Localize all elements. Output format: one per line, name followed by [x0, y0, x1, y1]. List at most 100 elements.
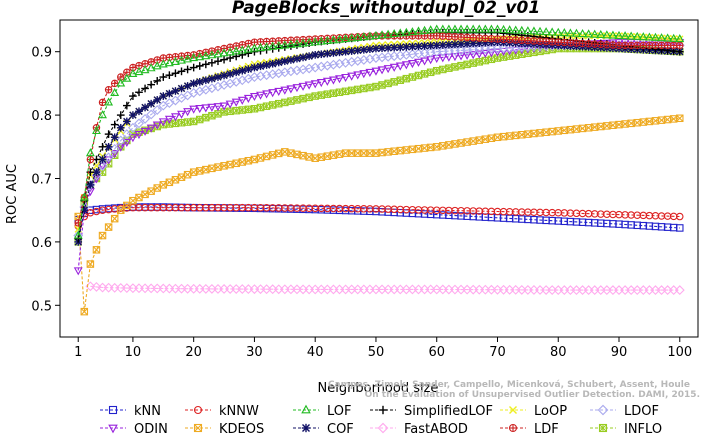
data-point [110, 87, 120, 97]
data-point [463, 33, 471, 42]
data-point [486, 49, 496, 58]
data-point [127, 122, 138, 133]
legend-item-odin: ODIN [100, 422, 168, 434]
data-point [153, 77, 162, 85]
data-point [468, 51, 478, 60]
legend-label: SimplifiedLOF [404, 404, 493, 419]
data-point [396, 146, 405, 155]
data-point [457, 33, 465, 41]
data-point [518, 36, 526, 45]
data-point [134, 131, 144, 140]
x-tick-label: 30 [246, 345, 263, 360]
data-point [518, 131, 526, 139]
watermark-authors: Campos, Zimek, Sander, Campello, Micenko… [328, 380, 690, 390]
y-tick-label: 0.8 [31, 109, 52, 124]
x-tick-label: 80 [550, 345, 567, 360]
data-point [322, 77, 332, 86]
series-line [77, 35, 680, 230]
data-point [159, 181, 168, 189]
data-point [469, 34, 477, 42]
data-point [523, 26, 533, 35]
data-point [183, 82, 192, 90]
data-point [171, 87, 180, 95]
data-point [420, 57, 430, 66]
data-point [486, 24, 496, 33]
data-point [511, 131, 520, 140]
data-point [115, 135, 126, 146]
data-point [572, 39, 581, 47]
data-point [201, 51, 211, 60]
data-point [213, 103, 223, 112]
data-point [353, 46, 362, 55]
data-point [536, 37, 544, 45]
data-point [287, 97, 295, 105]
data-point [79, 192, 89, 201]
data-point [566, 39, 575, 47]
data-point [189, 79, 198, 88]
data-point [487, 34, 496, 43]
data-point [170, 56, 180, 65]
data-point [262, 42, 272, 51]
data-point [183, 54, 193, 63]
data-point [305, 93, 313, 102]
data-point [657, 33, 666, 42]
data-point [401, 61, 411, 70]
data-point [183, 170, 192, 179]
data-point [676, 41, 684, 50]
data-point [262, 90, 272, 99]
data-point [165, 71, 174, 79]
legend-item-fastabod: FastABOD [370, 422, 468, 434]
data-point [74, 234, 83, 243]
data-point [384, 148, 392, 156]
data-point [669, 33, 679, 42]
data-point [542, 37, 550, 46]
data-point [548, 38, 556, 46]
data-point [468, 24, 478, 33]
data-point [360, 84, 368, 93]
data-point [104, 223, 113, 231]
data-point [262, 152, 271, 161]
data-point [86, 155, 95, 164]
data-point [615, 41, 623, 50]
data-point [158, 59, 168, 68]
data-point [121, 129, 132, 140]
legend-item-knn: kNN [100, 404, 161, 419]
data-point [341, 87, 350, 96]
data-point [499, 35, 508, 44]
data-point [475, 58, 484, 66]
legend-item-knnw: kNNW [185, 404, 259, 419]
x-axis-label: Neighborhood size [318, 381, 439, 396]
data-point [474, 50, 484, 59]
data-point [383, 29, 393, 38]
data-point [663, 41, 672, 50]
data-point [226, 70, 234, 78]
data-point [609, 41, 617, 49]
data-point [347, 72, 357, 81]
data-point [226, 54, 234, 62]
data-point [541, 27, 551, 36]
data-point [469, 59, 477, 67]
data-point [98, 110, 107, 119]
data-point [243, 44, 253, 53]
data-point [262, 61, 271, 69]
data-point [274, 58, 283, 67]
data-point [116, 123, 125, 132]
data-point [135, 107, 143, 116]
series-fastabod [85, 281, 685, 296]
data-point [505, 52, 514, 60]
data-point [219, 102, 229, 111]
data-point [445, 32, 453, 41]
data-point [165, 120, 174, 128]
data-point [147, 187, 155, 195]
data-point [365, 31, 375, 40]
data-point [129, 92, 137, 100]
data-point [420, 42, 429, 50]
data-point [225, 47, 235, 56]
data-point [493, 48, 502, 57]
data-point [663, 33, 673, 42]
data-point [372, 44, 380, 53]
data-point [231, 46, 241, 55]
legend-marker [598, 423, 608, 433]
data-point [286, 39, 296, 48]
data-point [256, 154, 265, 162]
